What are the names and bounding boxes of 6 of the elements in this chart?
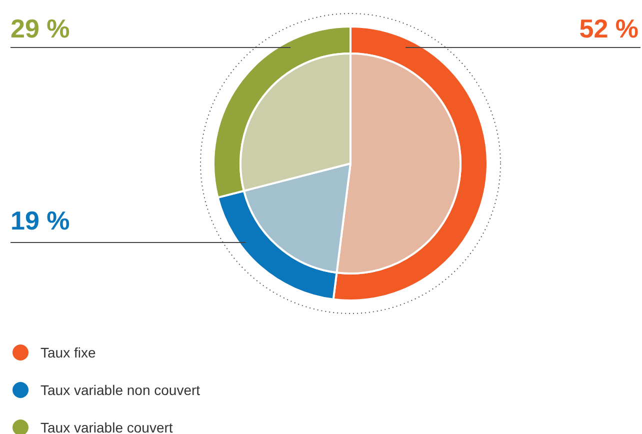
data-label: 29 %	[10, 14, 70, 44]
legend-label: Taux variable couvert	[40, 420, 173, 434]
legend-label: Taux fixe	[40, 344, 96, 360]
data-label: 52 %	[579, 14, 639, 44]
legend-label: Taux variable non couvert	[40, 382, 200, 398]
data-label: 19 %	[10, 206, 70, 236]
